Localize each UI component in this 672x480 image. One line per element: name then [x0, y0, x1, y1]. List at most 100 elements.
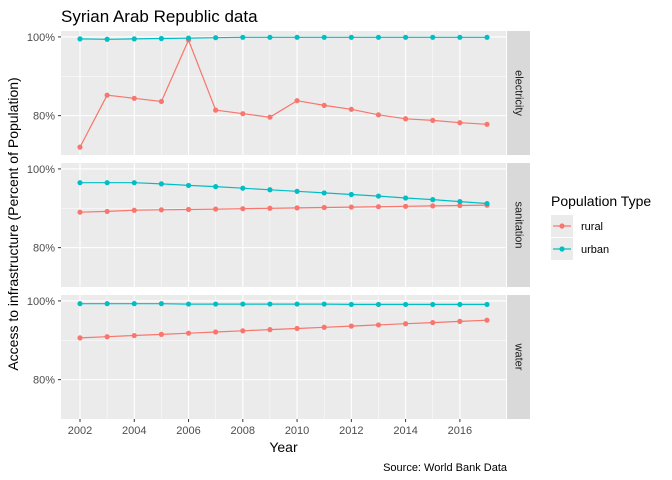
series-line-rural [79, 38, 488, 148]
legend-key-point [559, 223, 565, 229]
data-point-rural [457, 318, 463, 324]
data-point-urban [430, 301, 436, 308]
data-point-rural [321, 204, 327, 211]
data-point-urban [240, 34, 246, 40]
data-point-rural [457, 120, 463, 126]
data-point-rural [240, 111, 246, 117]
panel-background [61, 31, 506, 155]
y-tick-label: 80% [33, 111, 55, 123]
data-point-rural [213, 206, 219, 212]
data-point-urban [321, 34, 327, 40]
data-point-rural [104, 334, 110, 340]
data-point-rural [185, 330, 192, 336]
data-point-rural [457, 202, 463, 209]
facet-strip [507, 163, 530, 287]
panel-sanitation: 80% 100% sanitation [27, 163, 530, 287]
data-point-urban [158, 35, 164, 42]
data-point-urban [77, 180, 83, 186]
data-point-rural [484, 317, 490, 323]
x-axis: 2002 2004 2006 2008 2010 2012 2014 2016 [68, 419, 472, 437]
data-point-rural [104, 92, 110, 98]
data-point-rural [430, 203, 436, 209]
data-point-rural [403, 203, 409, 209]
data-point-urban [430, 34, 436, 40]
data-point-rural [348, 323, 354, 329]
data-point-rural [348, 204, 354, 210]
data-point-urban [403, 301, 409, 308]
y-tick-label: 100% [27, 296, 55, 308]
data-point-urban [104, 36, 110, 42]
data-point-urban [403, 195, 409, 201]
data-point-urban [348, 191, 354, 198]
data-point-rural [267, 205, 273, 211]
panel-background [61, 163, 506, 287]
x-tick-label: 2012 [339, 425, 363, 437]
series-line-rural [79, 319, 488, 339]
panel-electricity: 80% 100% electricity [27, 31, 530, 155]
data-point-rural [185, 206, 192, 213]
y-tick-label: 80% [33, 375, 55, 387]
x-axis-label: Year [269, 439, 298, 455]
data-point-rural [403, 116, 409, 122]
data-point-rural [104, 208, 110, 215]
data-point-rural [321, 102, 327, 108]
data-point-rural [267, 114, 273, 120]
facet-strip [507, 31, 530, 155]
data-point-rural [403, 321, 409, 327]
data-point-urban [213, 184, 219, 190]
data-point-rural [131, 207, 137, 213]
data-point-rural [240, 206, 246, 212]
panel-water: 80% 100% water [27, 295, 530, 419]
series-line-urban [80, 303, 487, 305]
data-point-rural [294, 98, 300, 104]
x-tick-label: 2002 [68, 425, 92, 437]
panel-background [61, 295, 506, 419]
data-point-rural [77, 144, 83, 150]
series-line-urban [80, 182, 488, 205]
data-point-rural [131, 95, 137, 101]
data-point-rural [484, 121, 490, 127]
data-point-urban [348, 34, 354, 40]
data-point-rural [294, 205, 300, 211]
data-point-urban [267, 301, 273, 307]
x-tick-label: 2010 [285, 425, 309, 437]
data-point-urban [484, 34, 490, 40]
legend-title: Population Type [551, 193, 651, 209]
data-point-urban [185, 301, 192, 307]
data-point-urban [267, 34, 273, 40]
data-point-urban [185, 35, 192, 41]
data-point-urban [267, 187, 273, 193]
data-point-urban [457, 301, 463, 308]
data-point-rural [77, 335, 83, 341]
caption: Source: World Bank Data [383, 462, 508, 474]
data-point-rural [294, 325, 300, 332]
data-point-urban [348, 301, 354, 308]
data-point-urban [240, 301, 246, 307]
data-point-urban [294, 301, 300, 307]
x-tick-label: 2004 [122, 425, 146, 437]
data-point-urban [104, 180, 110, 186]
data-point-urban [213, 301, 219, 307]
x-tick-label: 2016 [448, 425, 472, 437]
data-point-urban [403, 34, 409, 40]
x-tick-label: 2006 [176, 425, 200, 437]
data-point-urban [484, 200, 490, 207]
data-point-urban [240, 185, 246, 191]
y-tick-label: 100% [27, 164, 55, 176]
data-point-rural [213, 329, 219, 335]
data-point-urban [430, 197, 436, 203]
facet-strip [507, 295, 530, 419]
x-tick-label: 2014 [393, 425, 417, 437]
data-point-urban [375, 193, 382, 199]
data-point-urban [131, 301, 137, 307]
data-point-rural [430, 319, 436, 326]
data-point-rural [131, 332, 137, 339]
data-point-urban [457, 34, 463, 40]
data-point-urban [321, 301, 327, 307]
y-tick-label: 100% [27, 32, 55, 44]
x-tick-label: 2008 [231, 425, 255, 437]
y-axis-label: Access to infrastructure (Percent of Pop… [5, 77, 21, 370]
data-point-rural [375, 204, 382, 210]
data-point-rural [375, 322, 382, 328]
data-point-urban [294, 188, 300, 194]
